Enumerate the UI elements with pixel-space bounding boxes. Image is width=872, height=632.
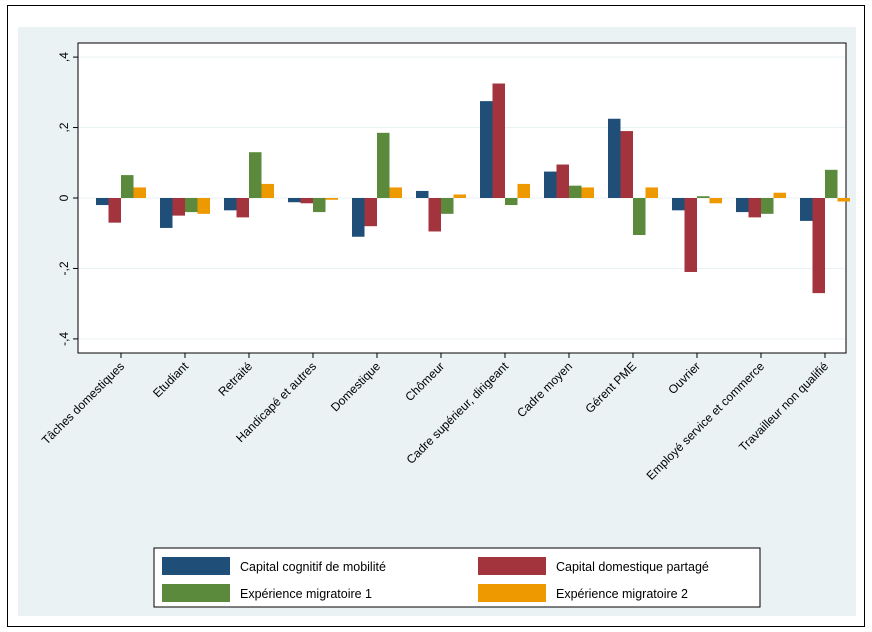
bar-1-7	[480, 101, 493, 198]
bar-1-12	[800, 198, 813, 221]
y-tick-label: 0	[57, 194, 71, 201]
legend-swatch-3	[162, 584, 230, 602]
bar-1-1	[96, 198, 109, 206]
bar-2-12	[812, 198, 825, 294]
bar-2-10	[684, 198, 697, 272]
legend-swatch-1	[162, 557, 230, 575]
bar-1-4	[288, 198, 301, 203]
legend-label-2: Capital domestique partagé	[556, 560, 709, 574]
bar-2-4	[300, 198, 313, 204]
bar-3-5	[377, 132, 390, 198]
bar-3-3	[249, 152, 262, 198]
legend: Capital cognitif de mobilité Capital dome…	[153, 547, 761, 608]
bar-1-11	[736, 198, 749, 213]
bar-3-4	[313, 198, 326, 213]
bar-2-3	[236, 198, 249, 218]
bar-4-11	[773, 192, 786, 198]
bar-2-11	[748, 198, 761, 218]
bar-4-1	[133, 187, 146, 198]
bar-2-5	[364, 198, 377, 227]
bar-4-6	[453, 194, 466, 198]
bar-3-11	[761, 198, 774, 214]
bar-4-5	[389, 187, 402, 198]
bar-3-8	[569, 185, 582, 198]
bar-2-9	[620, 131, 633, 198]
bar-3-6	[441, 198, 454, 214]
bars	[96, 83, 850, 294]
legend-box	[153, 547, 761, 608]
y-tick-label: ,4	[57, 52, 71, 62]
axes: -,4 -,2 0 ,2 ,4	[57, 52, 826, 358]
bar-4-3	[261, 183, 274, 198]
legend-label-1: Capital cognitif de mobilité	[240, 560, 386, 574]
bar-2-1	[108, 198, 121, 223]
bar-2-7	[492, 83, 505, 198]
bar-4-4	[325, 198, 338, 200]
bar-2-8	[556, 164, 569, 198]
bar-2-6	[428, 198, 441, 232]
bar-4-9	[645, 187, 658, 198]
bar-1-8	[544, 171, 557, 198]
bar-3-7	[505, 198, 518, 206]
bar-1-5	[352, 198, 365, 237]
bar-1-9	[608, 118, 621, 198]
bar-3-12	[825, 169, 838, 198]
bar-4-12	[837, 198, 850, 202]
bar-3-10	[697, 196, 710, 198]
bar-3-1	[121, 175, 134, 198]
y-tick-label: ,2	[57, 122, 71, 132]
bar-3-2	[185, 198, 198, 213]
legend-label-4: Expérience migratoire 2	[556, 587, 688, 601]
bar-4-7	[517, 183, 530, 198]
legend-swatch-2	[478, 557, 546, 575]
bar-4-8	[581, 187, 594, 198]
bar-1-3	[224, 198, 237, 211]
legend-label-3: Expérience migratoire 1	[240, 587, 372, 601]
bar-2-2	[172, 198, 185, 216]
bar-3-9	[633, 198, 646, 235]
y-tick-label: -,2	[57, 261, 71, 275]
bar-1-10	[672, 198, 685, 211]
bar-4-10	[709, 198, 722, 204]
y-tick-label: -,4	[57, 332, 71, 346]
bar-1-2	[160, 198, 173, 228]
legend-swatch-4	[478, 584, 546, 602]
bar-4-2	[197, 198, 210, 214]
bar-1-6	[416, 190, 429, 198]
